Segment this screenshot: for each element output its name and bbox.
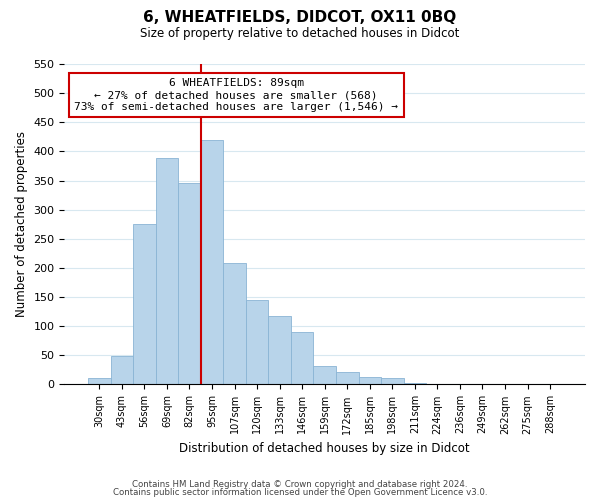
Bar [336, 372, 359, 384]
Bar [359, 378, 381, 384]
Text: Contains public sector information licensed under the Open Government Licence v3: Contains public sector information licen… [113, 488, 487, 497]
Bar [381, 378, 404, 384]
Bar [404, 382, 426, 384]
Text: Contains HM Land Registry data © Crown copyright and database right 2024.: Contains HM Land Registry data © Crown c… [132, 480, 468, 489]
Bar [268, 316, 291, 384]
Bar [223, 264, 246, 384]
Bar [291, 332, 313, 384]
Bar [88, 378, 110, 384]
Bar [313, 366, 336, 384]
Text: Size of property relative to detached houses in Didcot: Size of property relative to detached ho… [140, 28, 460, 40]
Y-axis label: Number of detached properties: Number of detached properties [15, 131, 28, 317]
Bar [246, 300, 268, 384]
Text: 6, WHEATFIELDS, DIDCOT, OX11 0BQ: 6, WHEATFIELDS, DIDCOT, OX11 0BQ [143, 10, 457, 25]
Bar [133, 224, 155, 384]
Text: 6 WHEATFIELDS: 89sqm
← 27% of detached houses are smaller (568)
73% of semi-deta: 6 WHEATFIELDS: 89sqm ← 27% of detached h… [74, 78, 398, 112]
Bar [110, 356, 133, 384]
Bar [201, 140, 223, 384]
Bar [155, 158, 178, 384]
Bar [178, 184, 201, 384]
X-axis label: Distribution of detached houses by size in Didcot: Distribution of detached houses by size … [179, 442, 470, 455]
